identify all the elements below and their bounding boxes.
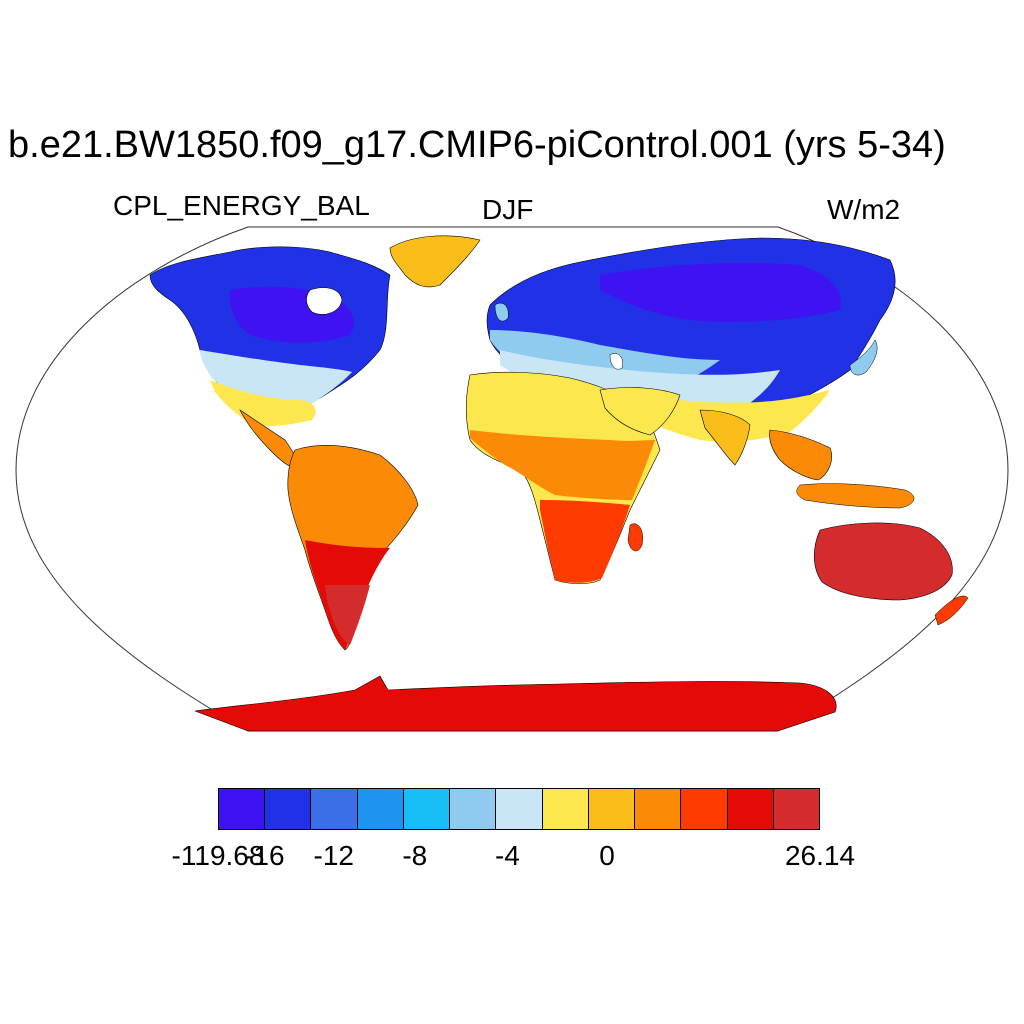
africa-central-band xyxy=(470,430,655,500)
units-label: W/m2 xyxy=(827,194,901,225)
colorbar-swatch xyxy=(496,789,543,829)
new-zealand xyxy=(934,595,969,626)
colorbar-swatch xyxy=(588,789,636,829)
patagonia xyxy=(325,585,370,645)
colorbar-swatch xyxy=(635,789,682,829)
colorbar-swatch xyxy=(219,789,266,829)
india-landmass xyxy=(699,409,751,466)
madagascar xyxy=(627,523,643,552)
colorbar-label: 26.14 xyxy=(784,840,856,871)
colorbar-swatch xyxy=(450,789,497,829)
variable-name: CPL_ENERGY_BAL xyxy=(113,190,370,221)
colorbar xyxy=(218,788,820,830)
colorbar-swatch xyxy=(265,789,312,829)
caspian-sea xyxy=(609,353,623,370)
antarctica-landmass xyxy=(194,675,837,732)
colorbar-swatch xyxy=(727,789,774,829)
colorbar-label: -8 xyxy=(402,840,428,871)
colorbar-swatch xyxy=(681,789,728,829)
indonesia-islands xyxy=(796,483,915,509)
colorbar-swatch xyxy=(403,789,451,829)
plot-title: b.e21.BW1850.f09_g17.CMIP6-piControl.001… xyxy=(8,124,946,166)
colorbar-label: -119.68 xyxy=(171,840,265,871)
japan-islands xyxy=(849,339,878,376)
colorbar-label: 0 xyxy=(599,840,615,871)
hudson-bay xyxy=(306,287,343,315)
africa-south-band xyxy=(540,500,630,583)
colorbar-label: -12 xyxy=(313,840,354,871)
colorbar-swatch xyxy=(542,789,589,829)
arabia-landmass xyxy=(599,387,681,436)
north-america-gulf-band xyxy=(210,380,316,427)
colorbar-label: -16 xyxy=(244,840,285,871)
greenland-landmass xyxy=(389,235,481,288)
siberia-core xyxy=(600,263,841,322)
british-isles xyxy=(494,302,509,322)
colorbar-swatch xyxy=(773,789,820,829)
colorbar-label: -4 xyxy=(494,840,520,871)
mediterranean-band xyxy=(500,350,780,410)
southeast-asia-landmass xyxy=(769,429,832,481)
colorbar-swatch xyxy=(357,789,404,829)
australia-landmass xyxy=(813,522,953,601)
season-label: DJF xyxy=(482,194,534,225)
colorbar-swatch xyxy=(311,789,358,829)
